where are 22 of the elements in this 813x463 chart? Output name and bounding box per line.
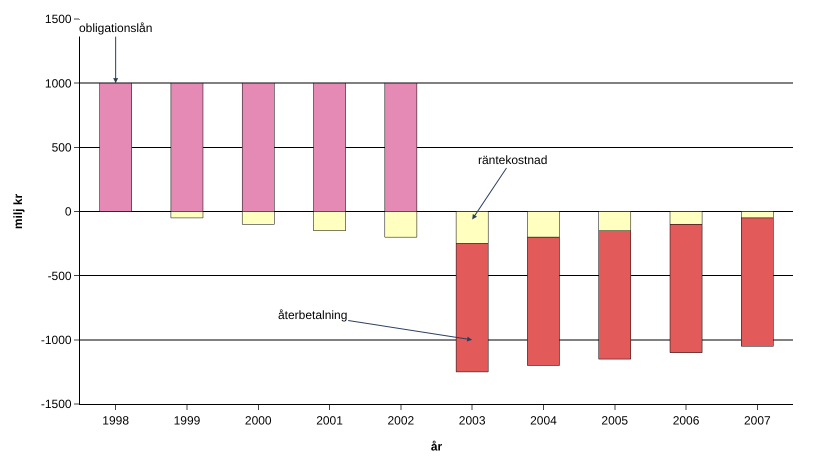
x-tick-label: 2001 — [316, 413, 344, 428]
text: räntekostnad — [478, 153, 548, 167]
x-axis-title: år — [430, 439, 442, 454]
x-tick-label: 2000 — [244, 413, 272, 428]
x-tick-label: 2003 — [458, 413, 486, 428]
y-tick-label: 0 — [64, 204, 72, 219]
y-tick-label: 1000 — [44, 76, 72, 90]
y-tick-label: -1000 — [40, 333, 72, 348]
text: återbetalning — [278, 308, 348, 322]
x-tick-label: 2007 — [744, 413, 772, 428]
x-tick-label: 1998 — [102, 413, 130, 428]
x-tick-label: 1999 — [174, 413, 201, 428]
y-tick-label: 1500 — [44, 12, 72, 26]
y-tick-label: 500 — [52, 140, 72, 155]
y-tick-label: -1500 — [40, 397, 72, 412]
x-tick-label: 2005 — [601, 413, 628, 428]
y-axis-title: milj kr — [11, 194, 26, 230]
x-tick-label: 2006 — [672, 413, 700, 428]
x-tick-label: 2004 — [530, 413, 558, 428]
text: obligationslån — [79, 21, 152, 35]
x-tick-label: 2002 — [388, 413, 415, 428]
y-tick-label: -500 — [48, 268, 72, 283]
